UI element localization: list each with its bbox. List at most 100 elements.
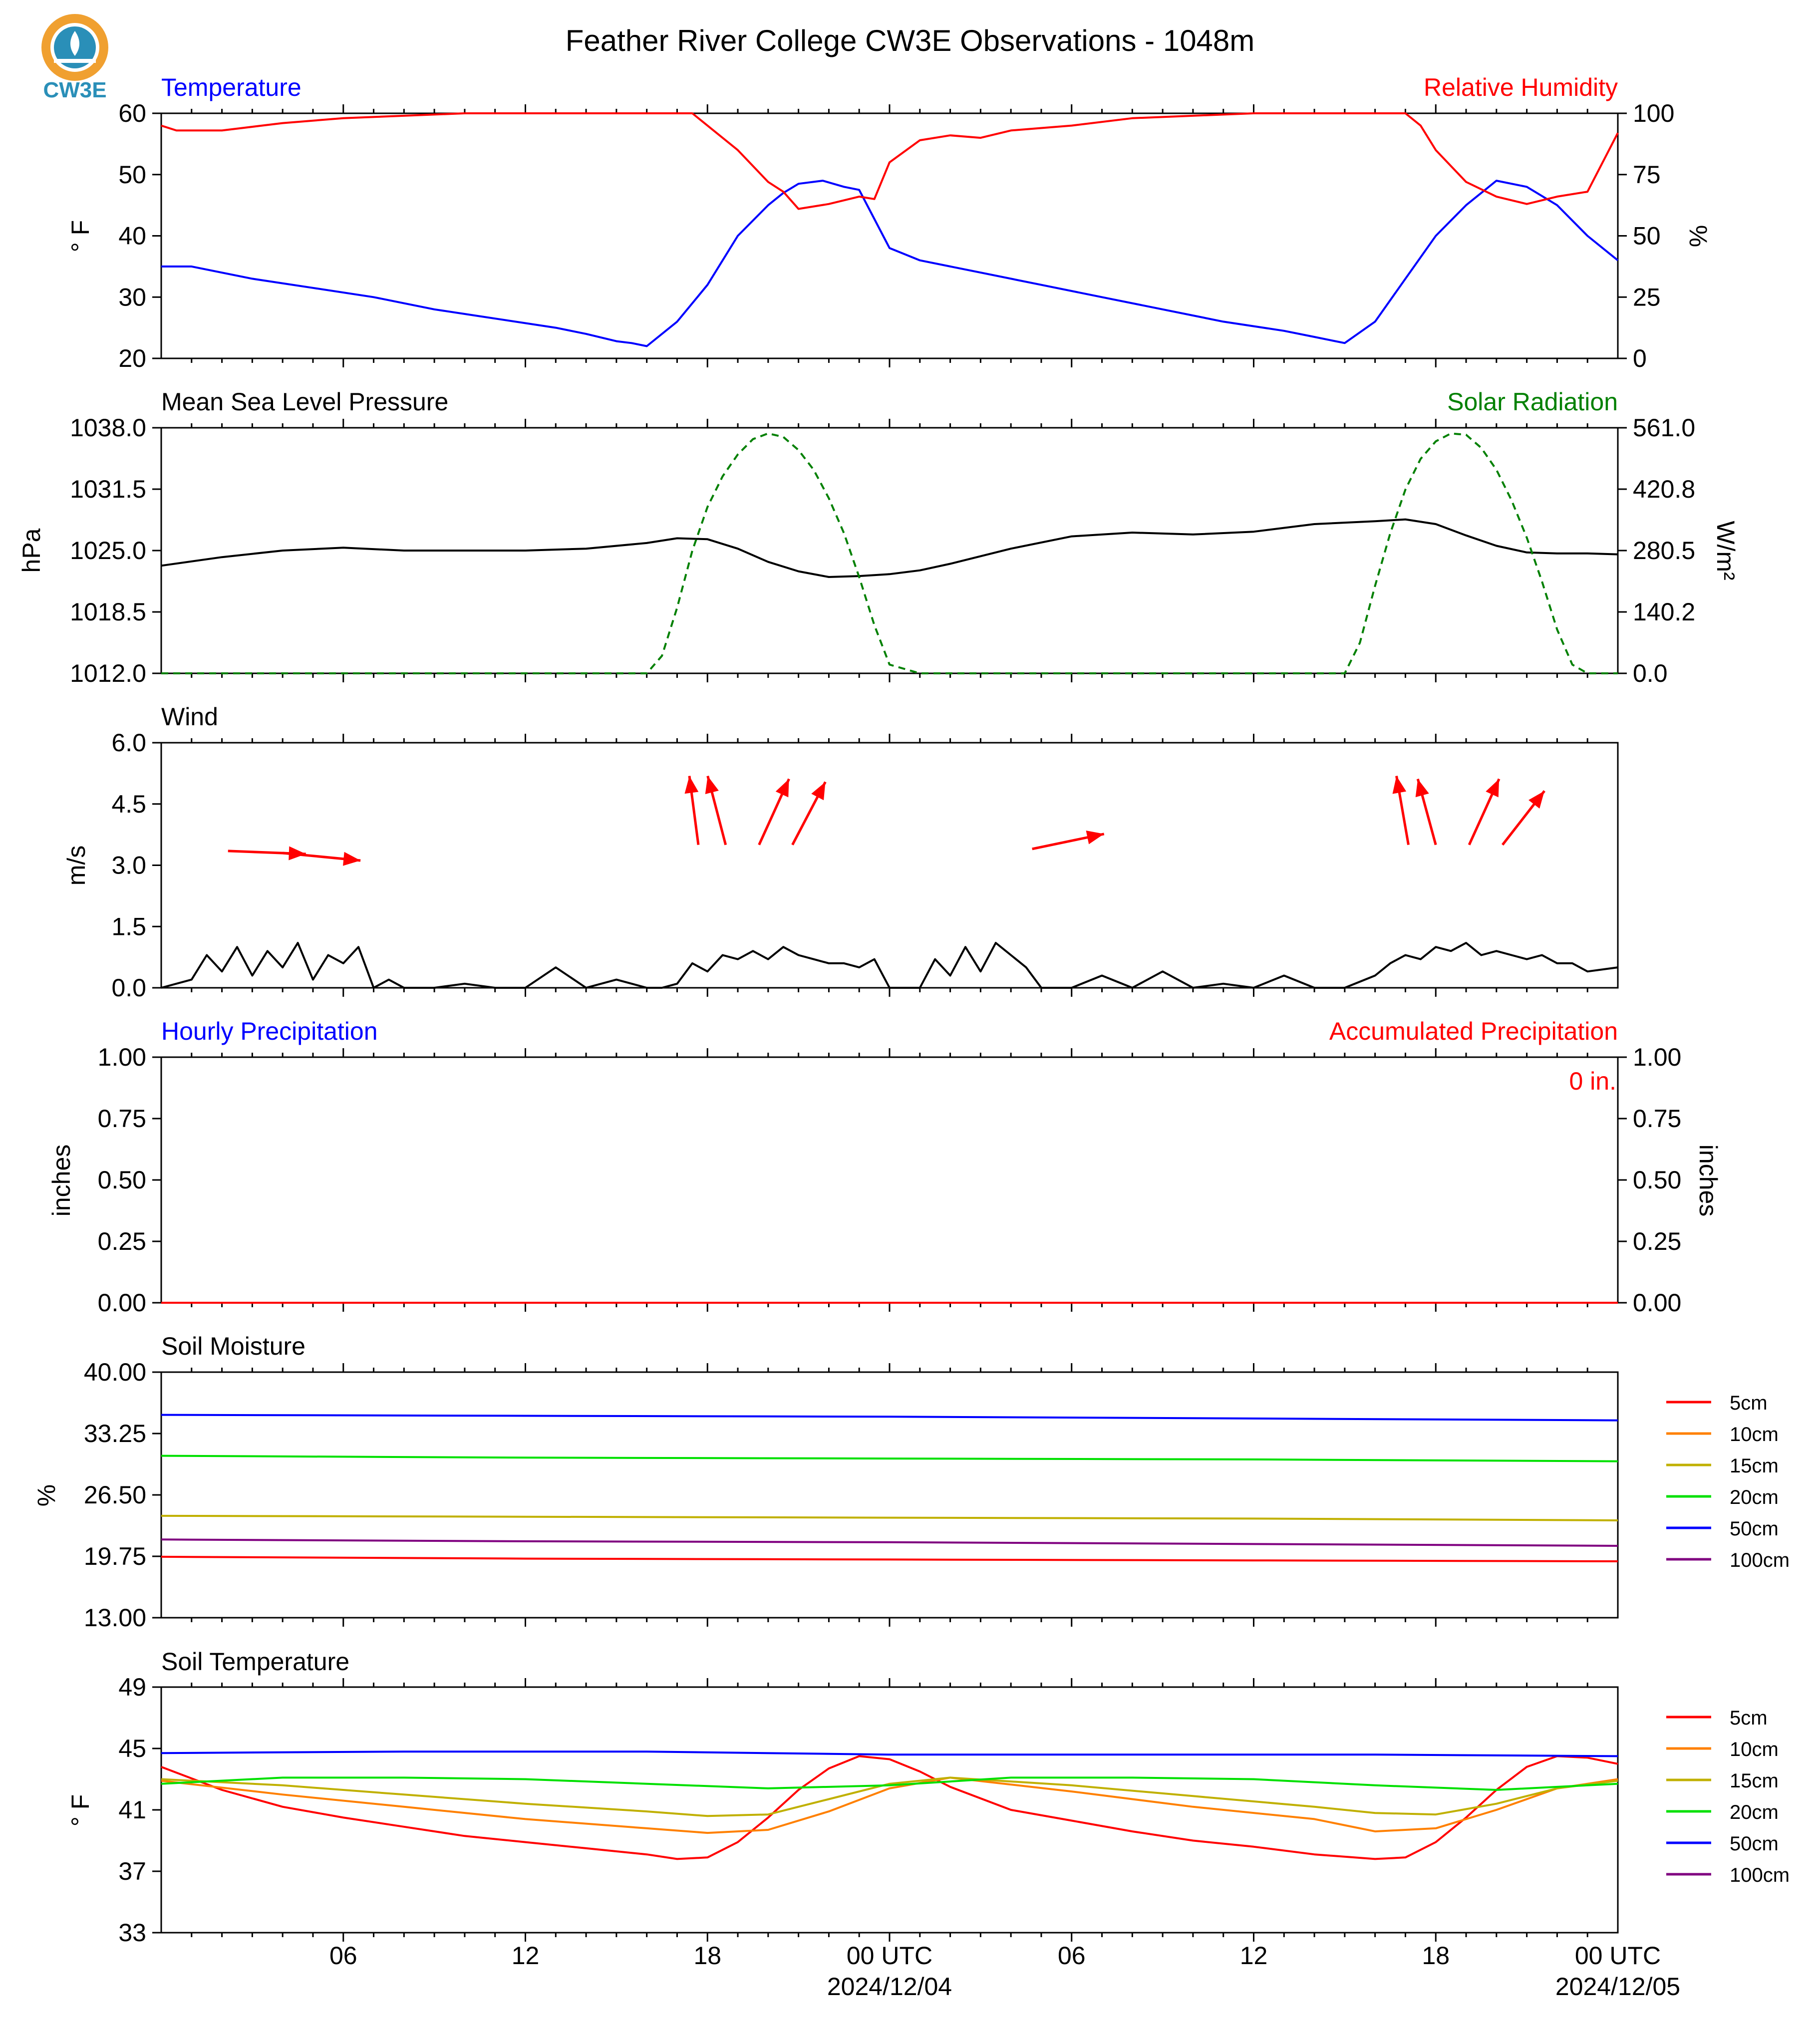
x-date-label: 2024/12/05 — [1555, 1973, 1680, 2001]
y-tick-label: 45 — [118, 1735, 146, 1762]
x-tick-label: 18 — [1422, 1942, 1450, 1970]
y-tick-label: 40.00 — [84, 1358, 146, 1386]
series-line-15cm — [161, 1776, 1618, 1817]
series-line-20cm — [161, 1454, 1618, 1462]
plot-area: 6.0 4.5 3.0 1.5 0.0 — [111, 729, 1619, 1002]
panel-title-left: Hourly Precipitation — [161, 1017, 378, 1045]
y-tick-label-right: 140.2 — [1633, 598, 1695, 626]
legend: 5cm 10cm 15cm 20cm 50cm 100cm — [1666, 1392, 1790, 1571]
legend-label: 50cm — [1730, 1518, 1779, 1540]
y-tick-label: 50 — [118, 161, 146, 189]
y-tick-label: 1.00 — [98, 1043, 146, 1071]
y-tick-label-right: 0.00 — [1633, 1289, 1681, 1317]
y-tick-label: 41 — [118, 1796, 146, 1824]
y-tick-label: 1018.5 — [70, 598, 146, 626]
plot-area: 60 100 50 75 40 50 30 25 20 0 — [118, 99, 1674, 372]
legend-label: 15cm — [1730, 1770, 1779, 1792]
wind-arrow-head — [1086, 830, 1104, 845]
panel-title-left: Soil Moisture — [161, 1332, 305, 1360]
y-tick-label: 0.75 — [98, 1105, 146, 1133]
y-tick-label: 1031.5 — [70, 475, 146, 503]
plot-area: 1038.0 561.0 1031.5 420.8 1025.0 280.5 1018.5 1… — [70, 414, 1695, 687]
series-line-relative-humidity — [161, 112, 1619, 210]
panel-title-right: Relative Humidity — [1424, 73, 1618, 101]
plot-area: 1.00 1.00 0.75 0.75 0.50 0.50 0.25 0.25 0.00 0.00 — [98, 1043, 1682, 1317]
y-tick-label: 0.00 — [98, 1289, 146, 1317]
series-line-20cm — [161, 1776, 1618, 1791]
x-tick-label: 06 — [329, 1942, 357, 1970]
series-line-wind-speed — [161, 942, 1618, 989]
y-tick-label: 0.50 — [98, 1166, 146, 1194]
y-tick-label-right: 75 — [1633, 161, 1661, 189]
series-line-15cm — [161, 1514, 1618, 1521]
series-line-temperature — [161, 180, 1619, 347]
y-axis-label: hPa — [17, 528, 45, 573]
series-line-solar-radiation — [161, 432, 1618, 674]
y-tick-label-right: 100 — [1633, 99, 1674, 127]
y-tick-label: 1012.0 — [70, 659, 146, 687]
wind-arrow-head — [705, 776, 719, 795]
wind-arrow-head — [342, 852, 361, 866]
y-tick-label: 40 — [118, 222, 146, 250]
y-tick-label-right: 561.0 — [1633, 414, 1695, 442]
y-tick-label: 20 — [118, 344, 146, 372]
y-axis-label: inches — [47, 1145, 75, 1217]
x-tick-label: 00 UTC — [1575, 1942, 1661, 1970]
y-axis-label: % — [32, 1484, 60, 1506]
series-line-50cm — [161, 1750, 1618, 1757]
x-tick-label: 06 — [1058, 1942, 1086, 1970]
y-axis-label-right: inches — [1694, 1145, 1722, 1217]
x-tick-label: 12 — [1240, 1942, 1268, 1970]
legend-label: 5cm — [1730, 1707, 1768, 1729]
legend-label: 100cm — [1730, 1549, 1790, 1571]
legend-label: 20cm — [1730, 1801, 1779, 1823]
y-tick-label: 1.5 — [111, 912, 146, 940]
legend: 5cm 10cm 15cm 20cm 50cm 100cm — [1666, 1707, 1790, 1886]
figure-title: Feather River College CW3E Observations … — [566, 24, 1255, 57]
y-tick-label: 1038.0 — [70, 414, 146, 442]
series-line-5cm — [161, 1555, 1618, 1562]
wind-arrow-head — [811, 782, 826, 801]
y-tick-label-right: 0.50 — [1633, 1166, 1681, 1194]
wind-arrow-head — [684, 776, 699, 794]
y-axis-label-right: % — [1684, 225, 1712, 247]
y-tick-label: 60 — [118, 99, 146, 127]
legend-label: 15cm — [1730, 1455, 1779, 1477]
legend-label: 5cm — [1730, 1392, 1768, 1414]
y-tick-label-right: 25 — [1633, 283, 1661, 311]
y-tick-label: 26.50 — [84, 1481, 146, 1509]
x-tick-label: 18 — [693, 1942, 721, 1970]
legend-label: 10cm — [1730, 1424, 1779, 1446]
panel-title-right: Accumulated Precipitation — [1329, 1017, 1618, 1045]
plot-area: 40.00 33.25 26.50 19.75 13.00 — [84, 1358, 1619, 1632]
y-tick-label: 6.0 — [111, 729, 146, 757]
y-tick-label-right: 0 — [1633, 344, 1647, 372]
cw3e-logo: CW3E — [41, 14, 108, 102]
legend-label: 50cm — [1730, 1833, 1779, 1855]
wind-arrow-head — [1415, 779, 1429, 798]
y-axis-label: m/s — [62, 846, 90, 886]
panel-title-left: Temperature — [161, 73, 302, 101]
x-axis: 06 12 18 00 UTC 06 12 18 00 UTC 2024/12/04 2024/1… — [329, 1942, 1680, 2001]
panel-pressure-solar: Mean Sea Level Pressure Solar Radiation … — [17, 388, 1740, 687]
y-axis-label-right: W/m² — [1712, 521, 1740, 580]
series-line-100cm — [161, 1538, 1618, 1547]
accumulated-total: 0 in. — [1569, 1067, 1616, 1095]
y-tick-label-right: 1.00 — [1633, 1043, 1681, 1071]
y-tick-label-right: 50 — [1633, 222, 1661, 250]
y-axis-label: ° F — [66, 220, 94, 252]
panel-title-left: Wind — [161, 703, 218, 731]
wind-arrow-head — [1528, 791, 1544, 809]
series-line-5cm — [161, 1755, 1618, 1860]
y-tick-label: 3.0 — [111, 852, 146, 879]
panel-wind: Wind m/s 6.0 4.5 3.0 1.5 0.0 — [62, 703, 1619, 1002]
y-tick-label: 0.0 — [111, 974, 146, 1002]
x-tick-label: 00 UTC — [847, 1942, 932, 1970]
panel-soil-temperature: Soil Temperature ° F 49 45 41 37 33 5cm 10cm 1… — [66, 1648, 1790, 1947]
y-axis-label: ° F — [66, 1794, 94, 1826]
y-tick-label: 30 — [118, 283, 146, 311]
y-tick-label-right: 0.0 — [1633, 659, 1668, 687]
series-line-50cm — [161, 1414, 1618, 1422]
y-tick-label: 33 — [118, 1919, 146, 1947]
